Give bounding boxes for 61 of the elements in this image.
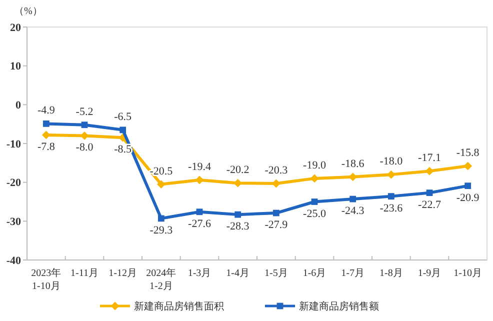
point [234, 211, 242, 218]
point [156, 180, 166, 188]
data-label: -8.0 [76, 142, 94, 154]
point [196, 208, 203, 216]
x-tick-label: 1-12月 [108, 268, 138, 279]
x-tick-label: 2023年 1-10月 [31, 267, 62, 292]
point [350, 196, 356, 202]
x-tick-label: 1-5月 [264, 268, 288, 279]
y-tick-label: 0 [16, 100, 22, 112]
point [464, 162, 472, 170]
data-label: -23.6 [380, 202, 404, 214]
data-label: -4.9 [37, 104, 56, 117]
point [120, 126, 126, 134]
y-tick-label: 10 [10, 60, 22, 73]
data-label: -27.9 [264, 219, 288, 232]
y-tick-label: -40 [6, 254, 22, 267]
data-label: -27.6 [188, 218, 212, 230]
x-tick-label: 1-9月 [418, 268, 442, 279]
point [195, 176, 204, 184]
y-tick-label: -20 [6, 177, 22, 190]
x-tick-label: 1-10月 [454, 268, 482, 279]
x-tick-label: 1-11月 [70, 268, 98, 279]
y-tick-label: -10 [6, 138, 22, 150]
data-label: -15.8 [456, 147, 480, 160]
point [426, 190, 433, 196]
x-tick-label: 1-6月 [302, 268, 326, 279]
data-label: -20.2 [226, 164, 250, 176]
data-label: -24.3 [341, 205, 365, 218]
legend-label: 新建商品房销售额 [299, 300, 379, 312]
y-axis-title: （%） [14, 6, 42, 17]
data-label: -19.0 [303, 159, 326, 172]
x-tick-label: 1-4月 [226, 268, 250, 279]
y-tick-label: -30 [6, 216, 22, 228]
x-tick-label: 2024年 1-2月 [146, 267, 176, 292]
point [311, 198, 318, 205]
point [388, 193, 394, 200]
data-label: -20.3 [264, 164, 288, 176]
point [272, 210, 280, 216]
data-label: -25.0 [303, 208, 326, 220]
data-label: -22.7 [418, 198, 442, 211]
legend-label: 新建商品房销售面积 [134, 300, 224, 312]
data-label: -17.1 [418, 152, 441, 164]
data-label: -18.6 [341, 158, 365, 170]
point [42, 130, 50, 140]
data-label: -8.5 [114, 144, 132, 156]
point [81, 122, 88, 128]
data-label: -29.3 [150, 224, 174, 236]
data-label: -18.0 [380, 156, 404, 168]
y-tick-label: 20 [10, 22, 22, 34]
data-label: -6.5 [114, 110, 132, 123]
point [464, 182, 472, 190]
x-tick-label: 1-3月 [188, 268, 212, 279]
data-label: -5.2 [76, 106, 94, 118]
data-label: -28.3 [226, 220, 250, 233]
data-label: -19.4 [188, 161, 212, 174]
point [158, 215, 164, 222]
x-tick-label: 1-7月 [341, 268, 365, 279]
x-tick-label: 1-8月 [379, 268, 403, 279]
data-label: -20.9 [456, 192, 480, 204]
point [42, 120, 50, 127]
data-label: -7.8 [37, 140, 56, 153]
